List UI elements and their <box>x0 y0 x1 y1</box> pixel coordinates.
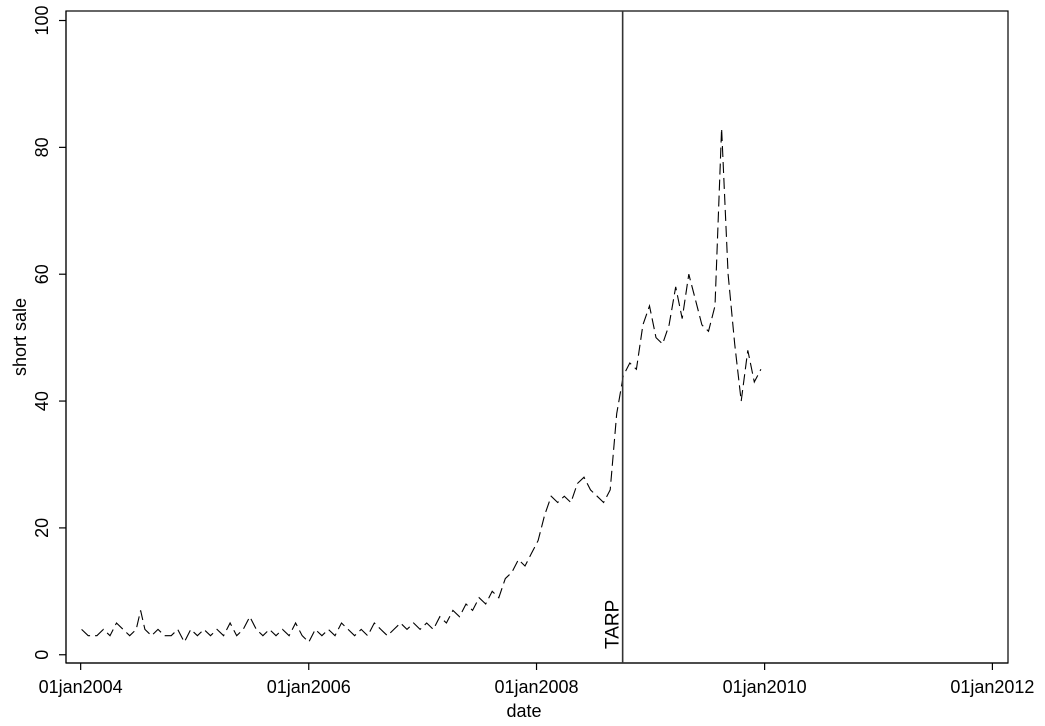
y-tick-label: 20 <box>32 518 52 538</box>
y-tick-label: 60 <box>32 264 52 284</box>
y-tick-label: 40 <box>32 391 52 411</box>
series-line-0 <box>81 128 762 644</box>
x-tick-label: 01jan2008 <box>494 677 578 697</box>
y-tick-label: 100 <box>32 5 52 35</box>
reference-line-label: TARP <box>603 600 624 649</box>
x-axis: 01jan2004 01jan2006 01jan2008 01jan2010 01ja… <box>39 662 1034 697</box>
plot-frame <box>65 10 1009 664</box>
x-tick-label: 01jan2006 <box>267 677 351 697</box>
y-tick-label: 0 <box>32 650 52 660</box>
series-group <box>81 128 762 644</box>
y-tick-label: 80 <box>32 137 52 157</box>
x-tick-label: 01jan2012 <box>950 677 1034 697</box>
y-axis-title: short sale <box>10 298 30 376</box>
y-axis: 0 20 40 60 80 100 <box>32 5 67 663</box>
x-tick-label: 01jan2010 <box>723 677 807 697</box>
reference-group: TARP <box>603 11 624 663</box>
x-axis-title: date <box>506 701 541 721</box>
x-tick-label: 01jan2004 <box>39 677 123 697</box>
